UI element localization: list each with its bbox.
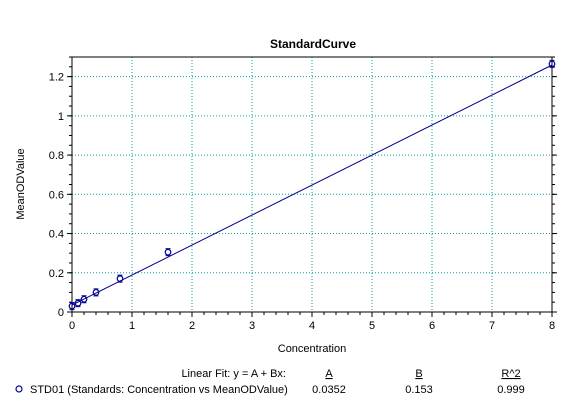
y-tick-label: 0 — [58, 307, 64, 319]
y-tick-label: 0.8 — [49, 150, 64, 162]
x-tick-label: 1 — [129, 320, 135, 332]
legend-series-name: STD01 (Standards: Concentration vs MeanO… — [30, 384, 288, 396]
chart-title: StandardCurve — [270, 37, 356, 51]
y-tick-label: 0.2 — [49, 268, 64, 280]
x-tick-label: 3 — [249, 320, 255, 332]
data-point — [68, 302, 76, 310]
data-point — [80, 295, 88, 303]
fit-header-r2: R^2 — [501, 368, 520, 380]
fit-header-a: A — [325, 368, 333, 380]
y-tick-label: 1.2 — [49, 72, 64, 84]
x-tick-label: 6 — [429, 320, 435, 332]
fit-line-group — [71, 64, 553, 306]
legend-marker-icon — [15, 385, 23, 393]
fit-header-b: B — [415, 368, 422, 380]
x-tick-label: 7 — [489, 320, 495, 332]
data-point — [164, 248, 172, 256]
x-axis-label: Concentration — [278, 343, 347, 355]
x-tick-label: 4 — [309, 320, 315, 332]
data-point — [74, 299, 82, 307]
data-point — [116, 275, 124, 283]
x-tick-label: 8 — [549, 320, 555, 332]
data-points — [68, 59, 556, 311]
fit-summary: Linear Fit: y = A + Bx: A B R^2 STD01 (S… — [15, 368, 525, 396]
fit-value-r2: 0.999 — [497, 384, 525, 396]
data-point — [92, 288, 100, 296]
y-tick-label: 1 — [58, 111, 64, 123]
fit-value-a: 0.0352 — [312, 384, 346, 396]
y-axis-label: MeanODValue — [15, 148, 27, 219]
fit-value-b: 0.153 — [405, 384, 433, 396]
y-tick-label: 0.6 — [49, 189, 64, 201]
x-tick-label: 2 — [189, 320, 195, 332]
x-tick-label: 0 — [69, 320, 75, 332]
grid — [72, 57, 552, 312]
y-tick-label: 0.4 — [49, 229, 64, 241]
tick-labels: 0 1 2 3 4 5 6 7 8 0 0.2 0.4 0.6 0.8 1 1.2 — [49, 72, 555, 332]
x-tick-label: 5 — [369, 320, 375, 332]
fit-line — [71, 64, 553, 306]
data-point — [548, 60, 556, 68]
fit-equation-label: Linear Fit: y = A + Bx: — [181, 368, 286, 380]
